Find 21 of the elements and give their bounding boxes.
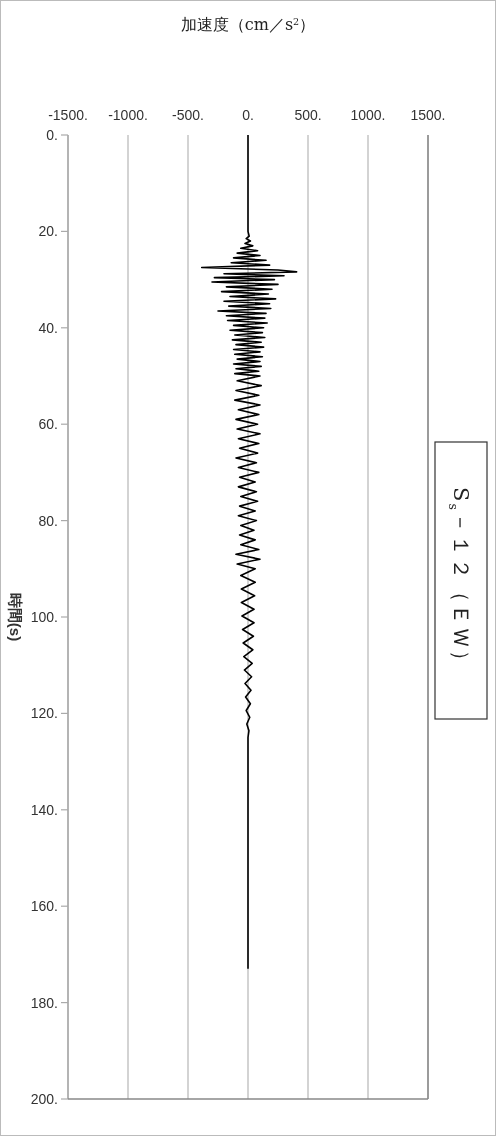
x-tick-label: 1000. <box>350 107 386 123</box>
y-tick-label: 40. <box>38 319 58 336</box>
y-tick-label: 80. <box>38 512 58 529</box>
line-series <box>200 134 298 970</box>
y-tick-label: 120. <box>30 705 58 722</box>
x-tick-label: 0. <box>242 107 254 123</box>
x-tick-label: 500. <box>294 107 322 123</box>
y-tick-label: 20. <box>38 223 58 240</box>
y-tick-label: 140. <box>30 801 58 818</box>
y-tick-label: 160. <box>30 898 58 915</box>
y-tick-label: 100. <box>30 609 58 625</box>
y-tick-label: 200. <box>30 1091 58 1107</box>
y-tick-label: 180. <box>30 994 58 1011</box>
x-tick-label: -1000. <box>108 107 148 123</box>
x-tick-label: -1500. <box>48 107 88 123</box>
y-tick-label: 0. <box>46 127 58 143</box>
x-tick-label: 1500. <box>410 107 446 123</box>
x-tick-label: -500. <box>172 107 204 123</box>
y-tick-label: 60. <box>38 416 58 433</box>
y-axis-title: 時間(s) <box>7 592 25 642</box>
x-axis-title: 加速度（cm／s$^{2}$） <box>180 15 316 34</box>
